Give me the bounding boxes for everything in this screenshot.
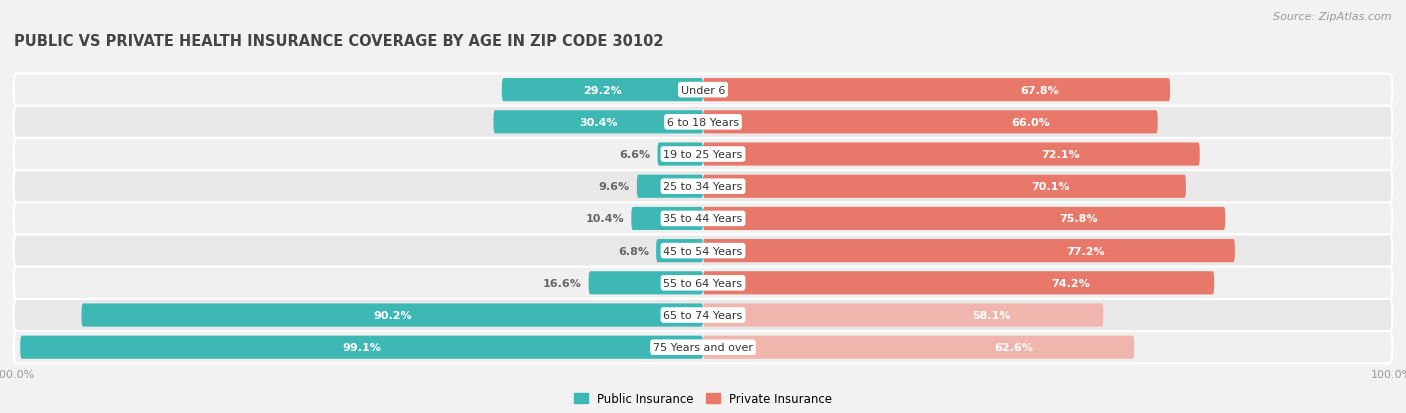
FancyBboxPatch shape [637,175,703,198]
FancyBboxPatch shape [14,267,1392,299]
Text: 45 to 54 Years: 45 to 54 Years [664,246,742,256]
FancyBboxPatch shape [703,79,1170,102]
Text: 67.8%: 67.8% [1019,85,1059,95]
Text: 75 Years and over: 75 Years and over [652,342,754,352]
FancyBboxPatch shape [631,207,703,230]
FancyBboxPatch shape [703,111,1157,134]
Text: 30.4%: 30.4% [579,118,617,128]
FancyBboxPatch shape [494,111,703,134]
Text: 6.6%: 6.6% [620,150,651,160]
Text: 77.2%: 77.2% [1067,246,1105,256]
FancyBboxPatch shape [14,203,1392,235]
FancyBboxPatch shape [502,79,703,102]
Text: 55 to 64 Years: 55 to 64 Years [664,278,742,288]
Text: 75.8%: 75.8% [1060,214,1098,224]
Text: 72.1%: 72.1% [1042,150,1080,160]
FancyBboxPatch shape [657,240,703,263]
FancyBboxPatch shape [14,235,1392,267]
FancyBboxPatch shape [14,299,1392,331]
FancyBboxPatch shape [82,304,703,327]
Text: 66.0%: 66.0% [1011,118,1050,128]
Text: 99.1%: 99.1% [342,342,381,352]
Text: Under 6: Under 6 [681,85,725,95]
Text: 29.2%: 29.2% [583,85,621,95]
FancyBboxPatch shape [703,207,1225,230]
Text: 9.6%: 9.6% [599,182,630,192]
Text: 58.1%: 58.1% [972,310,1011,320]
FancyBboxPatch shape [703,240,1234,263]
FancyBboxPatch shape [703,304,1104,327]
Text: 6 to 18 Years: 6 to 18 Years [666,118,740,128]
FancyBboxPatch shape [703,272,1215,295]
FancyBboxPatch shape [658,143,703,166]
Text: 25 to 34 Years: 25 to 34 Years [664,182,742,192]
Text: 19 to 25 Years: 19 to 25 Years [664,150,742,160]
FancyBboxPatch shape [703,175,1185,198]
FancyBboxPatch shape [14,139,1392,171]
FancyBboxPatch shape [589,272,703,295]
FancyBboxPatch shape [703,143,1199,166]
FancyBboxPatch shape [20,336,703,359]
FancyBboxPatch shape [703,336,1135,359]
Text: Source: ZipAtlas.com: Source: ZipAtlas.com [1274,12,1392,22]
Text: 65 to 74 Years: 65 to 74 Years [664,310,742,320]
FancyBboxPatch shape [14,107,1392,139]
Text: 70.1%: 70.1% [1032,182,1070,192]
FancyBboxPatch shape [14,171,1392,203]
Legend: Public Insurance, Private Insurance: Public Insurance, Private Insurance [569,387,837,410]
Text: 74.2%: 74.2% [1052,278,1091,288]
Text: 6.8%: 6.8% [619,246,650,256]
Text: 62.6%: 62.6% [994,342,1033,352]
Text: 35 to 44 Years: 35 to 44 Years [664,214,742,224]
Text: 10.4%: 10.4% [586,214,624,224]
FancyBboxPatch shape [14,331,1392,363]
FancyBboxPatch shape [14,74,1392,107]
Text: 16.6%: 16.6% [543,278,582,288]
Text: 90.2%: 90.2% [373,310,412,320]
Text: PUBLIC VS PRIVATE HEALTH INSURANCE COVERAGE BY AGE IN ZIP CODE 30102: PUBLIC VS PRIVATE HEALTH INSURANCE COVER… [14,34,664,49]
